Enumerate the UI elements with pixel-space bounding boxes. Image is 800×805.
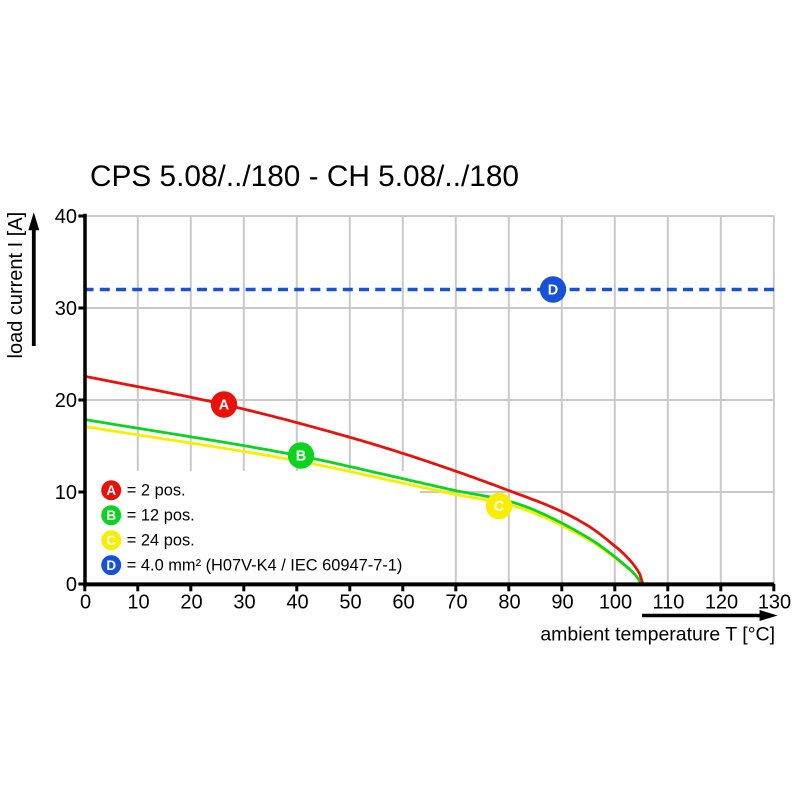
svg-text:C: C xyxy=(106,533,116,548)
svg-text:50: 50 xyxy=(339,592,361,614)
svg-text:0: 0 xyxy=(66,574,77,596)
svg-text:A: A xyxy=(106,483,116,498)
svg-text:110: 110 xyxy=(653,592,685,614)
svg-text:B: B xyxy=(296,449,306,465)
svg-text:C: C xyxy=(494,499,505,515)
svg-text:80: 80 xyxy=(498,592,520,614)
svg-text:100: 100 xyxy=(599,592,632,614)
svg-text:= 4.0 mm² (H07V-K4 / IEC 60947: = 4.0 mm² (H07V-K4 / IEC 60947-7-1) xyxy=(127,557,403,575)
svg-text:70: 70 xyxy=(445,592,467,614)
svg-text:load current I [A]: load current I [A] xyxy=(5,212,27,359)
svg-text:A: A xyxy=(219,398,230,414)
svg-text:= 2 pos.: = 2 pos. xyxy=(127,482,186,500)
svg-text:D: D xyxy=(106,558,116,573)
svg-text:90: 90 xyxy=(551,592,573,614)
svg-text:= 24 pos.: = 24 pos. xyxy=(127,532,195,550)
svg-text:30: 30 xyxy=(233,592,255,614)
svg-text:D: D xyxy=(548,283,558,299)
svg-text:120: 120 xyxy=(705,592,738,614)
svg-text:20: 20 xyxy=(180,592,202,614)
svg-text:40: 40 xyxy=(55,206,77,228)
svg-text:10: 10 xyxy=(127,592,149,614)
svg-text:130: 130 xyxy=(758,592,791,614)
svg-text:0: 0 xyxy=(80,592,91,614)
svg-text:40: 40 xyxy=(286,592,308,614)
svg-text:= 12 pos.: = 12 pos. xyxy=(127,507,195,525)
svg-text:60: 60 xyxy=(392,592,414,614)
svg-text:ambient temperature T [°C]: ambient temperature T [°C] xyxy=(540,624,775,646)
svg-text:30: 30 xyxy=(55,298,77,320)
svg-text:B: B xyxy=(106,508,116,523)
svg-text:CPS 5.08/../180 - CH 5.08/../1: CPS 5.08/../180 - CH 5.08/../180 xyxy=(90,160,519,193)
svg-text:20: 20 xyxy=(55,390,77,412)
svg-text:10: 10 xyxy=(55,482,77,504)
